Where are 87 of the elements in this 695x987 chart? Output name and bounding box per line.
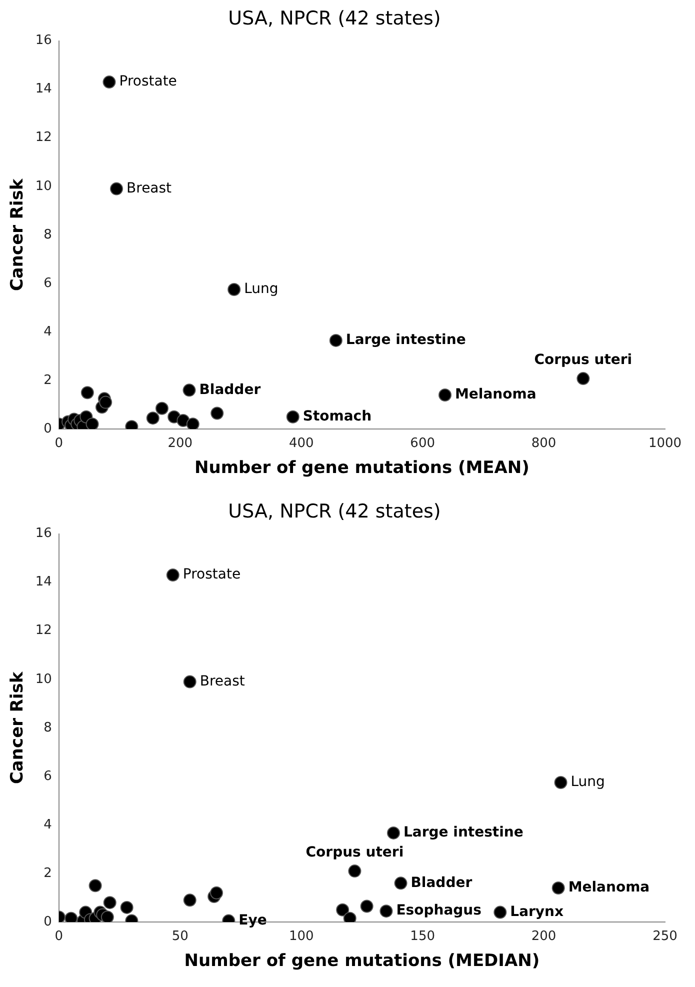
x-tick-label: 100	[288, 929, 314, 944]
annotation: Melanoma	[568, 880, 650, 896]
y-axis-title: Cancer Risk	[8, 178, 28, 292]
point	[120, 900, 134, 914]
x-tick-label: 50	[172, 929, 188, 944]
annotation: Eye	[238, 912, 267, 928]
x-tick-label: 0	[54, 929, 64, 944]
point	[286, 410, 300, 424]
point	[155, 402, 168, 415]
annotation: Larynx	[510, 904, 564, 920]
point	[176, 414, 190, 428]
point	[386, 826, 400, 840]
x-tick-label: 200	[168, 436, 193, 452]
point	[494, 906, 507, 919]
annotation: Esophagus	[396, 902, 482, 919]
point	[348, 864, 362, 878]
point	[103, 896, 116, 910]
x-tick-label: 1000	[648, 436, 682, 452]
x-tick-label: 800	[531, 436, 556, 452]
y-tick-label: 12	[35, 130, 52, 146]
point	[210, 406, 224, 420]
annotation: Stomach	[302, 408, 372, 425]
annotation: Prostate	[119, 74, 177, 90]
annotation: Lung	[244, 281, 278, 298]
point	[552, 882, 565, 895]
y-tick-label: 4	[44, 817, 52, 832]
point	[186, 418, 200, 429]
point	[99, 396, 112, 409]
x-tick-label: 0	[54, 436, 64, 452]
point	[210, 886, 224, 900]
y-tick-label: 0	[44, 914, 52, 930]
y-tick-label: 14	[35, 574, 52, 590]
point	[360, 900, 374, 913]
point	[183, 675, 196, 688]
chart-title: USA, NPCR (42 states)	[228, 7, 441, 30]
y-axis-title: Cancer Risk	[8, 671, 28, 784]
y-tick-label: 6	[44, 276, 52, 291]
point	[394, 876, 408, 890]
point	[336, 903, 350, 916]
annotation: Breast	[200, 673, 246, 690]
y-tick-label: 0	[44, 421, 52, 436]
annotation: Lung	[570, 774, 605, 790]
point	[166, 568, 180, 582]
y-tick-label: 2	[44, 372, 52, 388]
annotation: Prostate	[182, 566, 241, 583]
x-tick-label: 200	[531, 929, 556, 944]
annotation: Corpus uteri	[306, 844, 404, 861]
annotation: Breast	[126, 180, 172, 196]
point	[110, 182, 124, 196]
point	[576, 372, 590, 386]
point	[88, 879, 102, 892]
point	[182, 384, 196, 397]
y-tick-label: 10	[35, 178, 52, 194]
point	[146, 412, 160, 425]
x-tick-label: 150	[410, 929, 435, 944]
annotation: Bladder	[410, 874, 472, 891]
chart-title: USA, NPCR (42 states)	[228, 500, 441, 522]
y-tick-label: 12	[35, 623, 52, 638]
y-tick-label: 2	[44, 866, 52, 881]
point	[438, 388, 452, 402]
y-tick-label: 14	[35, 82, 52, 97]
point	[80, 386, 94, 400]
annotation: Large intestine	[346, 332, 466, 348]
y-tick-label: 4	[44, 324, 52, 340]
point	[183, 894, 196, 907]
point	[86, 418, 99, 429]
x-tick-label: 400	[288, 436, 314, 452]
y-tick-label: 8	[44, 720, 52, 736]
annotation: Melanoma	[455, 386, 536, 403]
point	[228, 282, 241, 296]
x-axis-title: Number of gene mutations (MEDIAN)	[184, 951, 540, 972]
x-tick-label: 250	[652, 929, 678, 944]
y-tick-label: 8	[44, 227, 52, 242]
point	[554, 776, 568, 789]
y-tick-label: 6	[44, 768, 52, 784]
y-tick-label: 10	[35, 672, 52, 687]
annotation: Corpus uteri	[534, 352, 632, 368]
point	[329, 334, 342, 347]
y-tick-label: 16	[35, 526, 52, 542]
y-tick-label: 16	[35, 33, 52, 48]
x-axis-title: Number of gene mutations (MEAN)	[194, 458, 530, 478]
annotation: Bladder	[199, 382, 261, 398]
x-tick-label: 600	[410, 436, 435, 452]
annotation: Large intestine	[403, 824, 524, 841]
point	[380, 904, 393, 918]
point	[100, 910, 114, 922]
point	[102, 76, 116, 89]
